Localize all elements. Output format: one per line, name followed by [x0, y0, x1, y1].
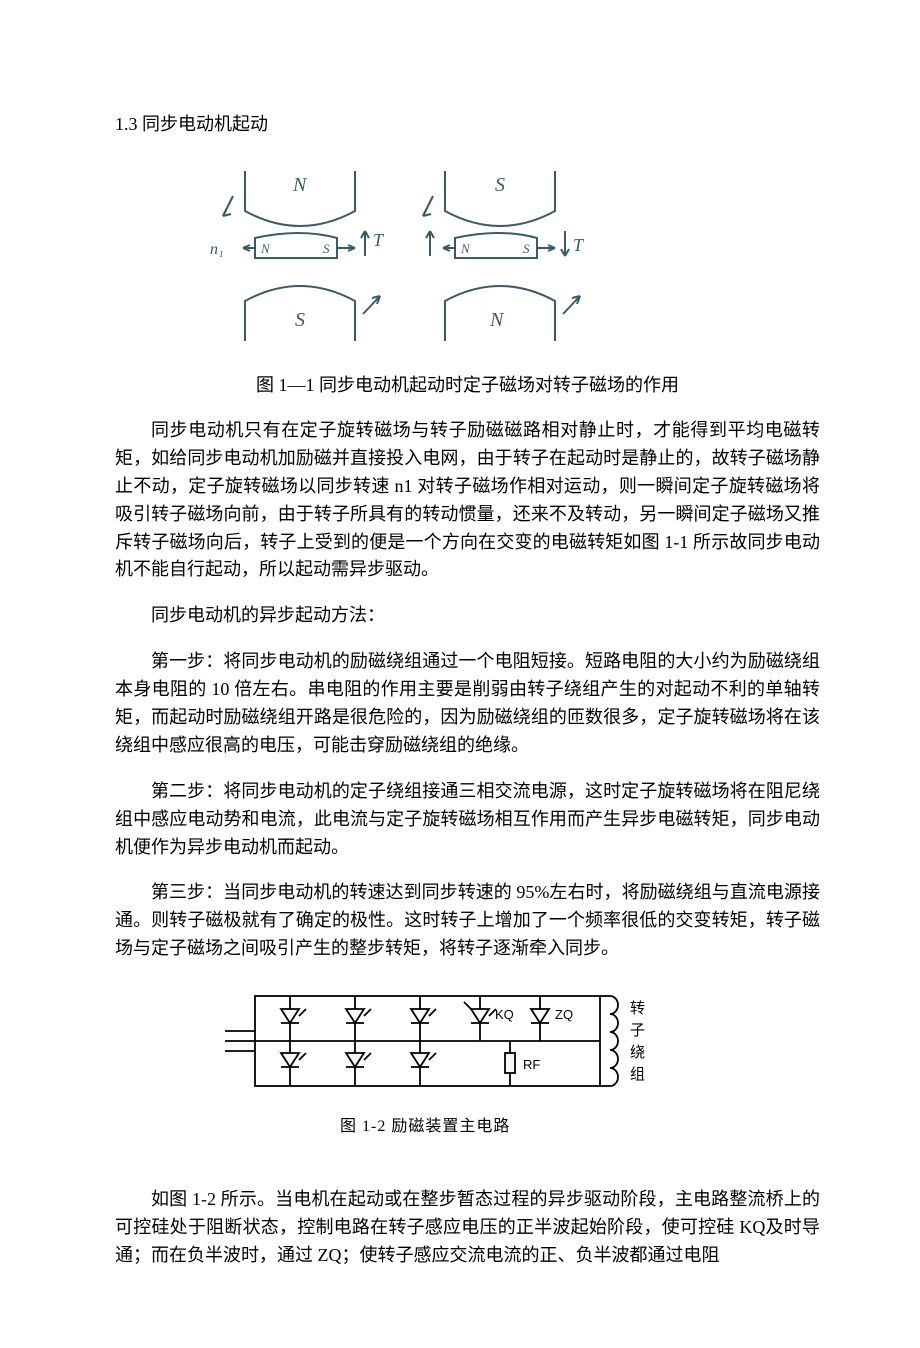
fig1-left-bottom-pole: S [295, 309, 305, 331]
fig1-left-rotor-n: N [260, 241, 271, 256]
fig1-right-top-pole: S [495, 174, 505, 196]
paragraph-1: 同步电动机只有在定子旋转磁场与转子励磁磁路相对静止时，才能得到平均电磁转矩，如给… [115, 417, 820, 584]
fig2-winding-2: 绕 [630, 1044, 645, 1061]
fig1-right-rotor-n: N [460, 241, 471, 256]
figure-1-1-caption: 图 1—1 同步电动机起动时定子磁场对转子磁场的作用 [115, 371, 820, 397]
fig2-zq-label: ZQ [555, 1007, 573, 1022]
paragraph-2: 同步电动机的异步起动方法： [115, 602, 820, 630]
fig1-right-torque: T [573, 235, 585, 255]
document-page: 1.3 同步电动机起动 N n₁ N S [0, 0, 920, 1348]
fig1-left-rotor-s: S [323, 241, 330, 256]
section-heading: 1.3 同步电动机起动 [115, 110, 820, 136]
fig2-kq-label: KQ [495, 1007, 514, 1022]
fig1-left-top-pole: N [292, 174, 308, 196]
fig2-rf-label: RF [523, 1057, 540, 1072]
figure-1-1: N n₁ N S T S [205, 156, 625, 361]
fig2-winding-0: 转 [630, 1000, 645, 1017]
paragraph-5: 第三步：当同步电动机的转速达到同步转速的 95%左右时，将励磁绕组与直流电源接通… [115, 879, 820, 963]
fig1-right-bottom-pole: N [489, 309, 505, 331]
paragraph-3: 第一步：将同步电动机的励磁绕组通过一个电阻短接。短路电阻的大小约为励磁绕组本身电… [115, 648, 820, 760]
paragraph-4: 第二步：将同步电动机的定子绕组接通三相交流电源，这时定子旋转磁场将在阻尼绕组中感… [115, 778, 820, 862]
paragraph-6: 如图 1-2 所示。当电机在起动或在整步暂态过程的异步驱动阶段，主电路整流桥上的… [115, 1186, 820, 1270]
fig2-winding-1: 子 [630, 1022, 645, 1039]
fig1-left-torque: T [373, 230, 385, 250]
fig1-right-rotor-s: S [523, 241, 530, 256]
fig1-speed-label: n₁ [210, 241, 224, 258]
fig2-winding-3: 组 [630, 1066, 645, 1083]
figure-1-2-caption: 图 1-2 励磁装置主电路 [115, 1112, 820, 1136]
figure-1-2: KQ ZQ RF 转 子 绕 组 [225, 981, 665, 1106]
